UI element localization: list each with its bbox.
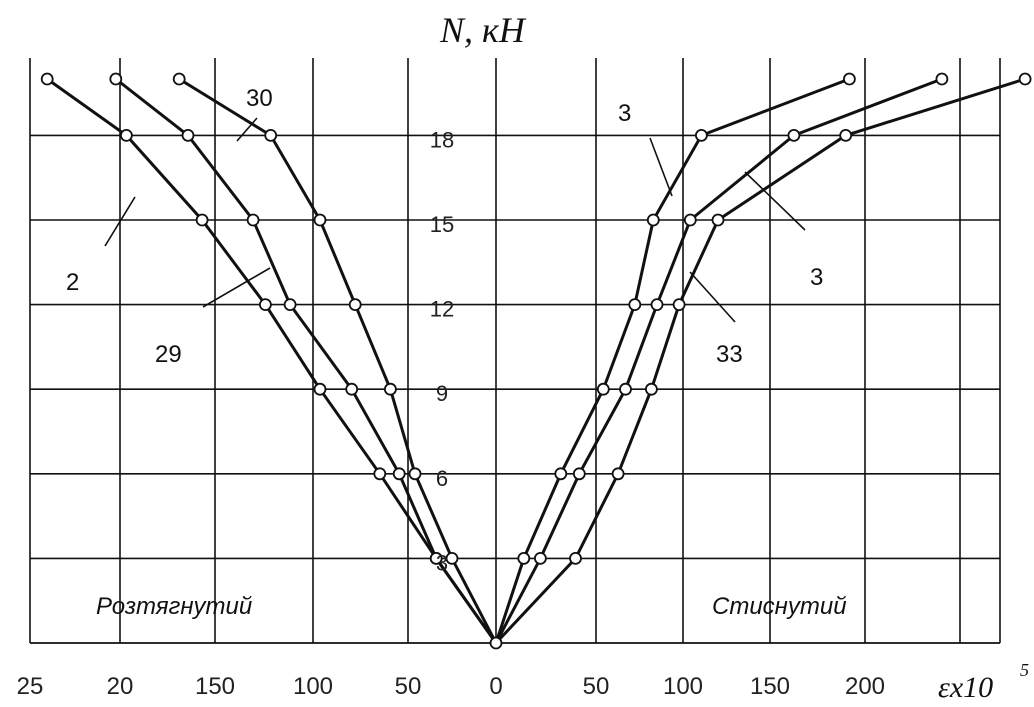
leader-2: [104, 196, 136, 247]
leader-29: [202, 267, 271, 308]
data-point: [345, 382, 359, 396]
data-point: [534, 552, 547, 565]
x-tick-label: 200: [845, 673, 885, 700]
series-line-3-compression: [494, 77, 943, 644]
data-point: [554, 467, 568, 481]
series-line-2-tension: [46, 77, 498, 644]
data-point: [787, 128, 801, 142]
data-point: [429, 552, 443, 565]
curve-label-2: 2: [66, 269, 79, 296]
y-axis-title: N, кН: [439, 10, 527, 50]
data-point: [517, 552, 531, 565]
tick-labels: 3 6 9 12 15 18 25 20 150 100 50 0 50 100 150 200: [17, 127, 885, 700]
x-tick-label: 50: [395, 673, 422, 700]
x-tick-label: 100: [663, 673, 703, 700]
data-point: [181, 128, 195, 142]
data-point: [195, 213, 209, 227]
curve-label-29: 29: [155, 341, 182, 368]
data-point: [348, 298, 362, 312]
leader-30: [236, 117, 258, 142]
curve-label-3b: 3: [810, 264, 823, 291]
data-point: [313, 382, 327, 396]
data-point: [445, 552, 459, 565]
curve-label-3a: 3: [618, 100, 631, 127]
y-tick-label: 15: [430, 212, 454, 237]
y-tick-label: 18: [430, 127, 454, 152]
data-point: [683, 213, 697, 227]
curves: [46, 77, 1026, 645]
x-tick-label: 50: [583, 673, 610, 700]
leader-3b: [744, 171, 806, 231]
data-point: [283, 298, 297, 312]
data-point: [611, 467, 625, 481]
region-label-tension: Розтягнутий: [96, 593, 252, 620]
x-axis-title-text: εx10: [938, 671, 993, 704]
data-point: [628, 298, 642, 312]
x-tick-label: 150: [750, 673, 790, 700]
data-point: [572, 467, 586, 481]
data-point: [695, 128, 708, 142]
y-tick-label: 9: [436, 381, 448, 406]
data-point: [650, 298, 664, 312]
origin-point: [489, 636, 503, 650]
data-point: [645, 382, 658, 396]
data-point: [935, 72, 949, 86]
leader-33: [689, 271, 736, 323]
series-line-3-compression: [494, 77, 850, 644]
leader-3a: [649, 137, 673, 197]
data-point: [1018, 72, 1032, 86]
data-point: [172, 72, 186, 86]
data-point: [711, 213, 725, 227]
y-tick-label: 3: [436, 550, 448, 575]
series-line-29-tension: [114, 77, 498, 644]
data-points: [40, 72, 1032, 650]
data-point: [246, 213, 260, 227]
x-tick-label: 100: [293, 673, 333, 700]
data-point: [619, 382, 632, 396]
y-tick-label: 12: [430, 297, 454, 322]
curve-label-33: 33: [716, 341, 743, 368]
data-point: [569, 552, 582, 565]
data-point: [373, 467, 387, 481]
data-point: [408, 467, 422, 481]
data-point: [313, 213, 327, 227]
x-axis-title: εx10 5: [938, 660, 1029, 704]
data-point: [596, 382, 610, 396]
y-tick-label: 6: [436, 466, 448, 491]
data-point: [264, 128, 278, 142]
data-point: [40, 72, 54, 86]
grid: [29, 58, 1001, 644]
x-tick-label: 150: [195, 673, 235, 700]
data-point: [839, 128, 853, 142]
data-point: [646, 213, 660, 227]
leader-lines: [104, 117, 806, 323]
x-axis-title-exponent: 5: [1020, 660, 1029, 680]
data-point: [258, 298, 272, 312]
x-tick-label: 20: [107, 673, 134, 700]
curve-label-30: 30: [246, 85, 273, 112]
data-point: [120, 128, 133, 142]
data-point: [383, 382, 397, 396]
x-tick-label: 25: [17, 673, 44, 700]
series-line-30-tension: [178, 77, 498, 644]
data-point: [672, 298, 686, 312]
data-point: [392, 467, 406, 481]
region-label-compression: Стиснутий: [712, 593, 847, 620]
series-line-33-compression: [494, 77, 1026, 645]
data-point: [843, 72, 856, 86]
data-point: [109, 72, 123, 86]
x-tick-label: 0: [489, 673, 502, 700]
